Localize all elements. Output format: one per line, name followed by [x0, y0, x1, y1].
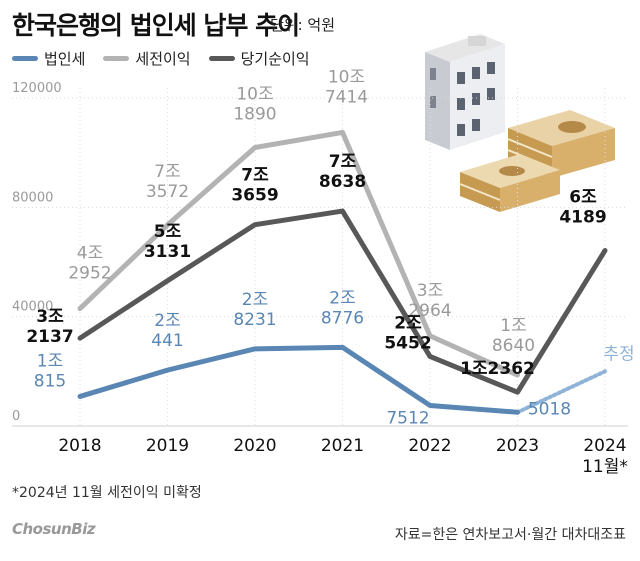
data-label-net: 5조 — [154, 222, 182, 242]
data-label-corp_tax: 2조 — [242, 290, 268, 310]
money-stack-illustration — [459, 110, 615, 212]
x-tick-label: 2024 — [583, 436, 626, 456]
data-label-corp_tax: 8231 — [233, 310, 276, 330]
data-label-net: 1조2362 — [460, 359, 535, 379]
data-label-net: 2137 — [26, 327, 73, 347]
x-tick-label: 2020 — [233, 436, 276, 456]
data-label-corp_tax: 441 — [151, 331, 183, 351]
data-label-corp_tax: 5018 — [528, 399, 571, 419]
data-label-net: 2조 — [394, 313, 422, 333]
y-tick-label: 80000 — [12, 190, 53, 205]
data-label-net: 3131 — [144, 242, 191, 262]
x-tick-label: 2018 — [58, 436, 101, 456]
y-tick-label: 0 — [12, 409, 20, 424]
data-label-pretax: 1890 — [233, 105, 276, 125]
data-label-net: 7조 — [329, 152, 357, 172]
series-line-corp_tax — [77, 344, 520, 415]
data-label-pretax: 8640 — [492, 336, 535, 356]
data-label-pretax: 7414 — [325, 87, 368, 107]
data-label-corp_tax: 1조 — [37, 351, 63, 371]
data-label-pretax: 10조 — [236, 85, 273, 105]
legend-item-corp-tax: 법인세 — [12, 48, 85, 69]
legend-item-pretax: 세전이익 — [103, 48, 191, 69]
building-illustration — [425, 34, 505, 150]
x-tick-label: 2023 — [496, 436, 539, 456]
data-label-corp_tax: 8776 — [321, 308, 364, 328]
data-label-pretax: 7조 — [154, 162, 180, 182]
x-tick-label: 2022 — [408, 436, 451, 456]
legend-swatch-corp-tax — [12, 56, 38, 61]
series-lines — [77, 129, 608, 415]
data-label-pretax: 3조 — [417, 281, 443, 301]
data-label-pretax: 1조 — [500, 316, 526, 336]
x-tick-sublabel: 11월* — [582, 457, 628, 477]
data-label-net: 7조 — [241, 166, 269, 186]
data-label-net: 4189 — [559, 208, 606, 228]
data-label-pretax: 3572 — [146, 182, 189, 202]
unit-label: 단위: 억원 — [270, 16, 336, 34]
data-label-pretax: 2964 — [408, 301, 451, 321]
data-label-corp_tax: 2조 — [154, 311, 180, 331]
series-line-pretax — [77, 129, 520, 378]
data-label-pretax: 10조 — [328, 67, 365, 87]
data-label-net: 3659 — [231, 186, 278, 206]
chart-title: 한국은행의 법인세 납부 추이 — [12, 11, 300, 40]
legend-label-corp-tax: 법인세 — [44, 50, 86, 68]
chosunbiz-logo: ChosunBiz — [12, 520, 96, 538]
data-label-net: 3조 — [36, 307, 64, 327]
data-label-net: 8638 — [319, 172, 366, 192]
data-label-corp_tax: 2조 — [329, 288, 355, 308]
legend-label-pretax: 세전이익 — [135, 50, 191, 68]
source-note: 자료=한은 연차보고서·월간 대차대조표 — [394, 527, 626, 543]
legend-swatch-net — [208, 56, 235, 61]
series-line-corp_tax-estimate — [515, 369, 607, 415]
data-label-corp_tax: 7512 — [386, 408, 429, 428]
data-label-corp_tax: 추정 — [603, 344, 634, 364]
x-tick-label: 2019 — [146, 436, 189, 456]
data-label-pretax: 4조 — [77, 244, 103, 264]
x-tick-label: 2021 — [321, 436, 364, 456]
series-line-net — [77, 208, 608, 395]
data-label-corp_tax: 815 — [34, 371, 66, 391]
data-label-net: 6조 — [569, 188, 597, 208]
data-label-pretax: 2952 — [68, 264, 111, 284]
y-axis: 120000 80000 40000 0 — [12, 81, 62, 424]
legend-label-net: 당기순이익 — [240, 50, 310, 68]
legend-swatch-pretax — [103, 56, 130, 61]
legend: 법인세 세전이익 당기순이익 — [12, 48, 310, 69]
footnote: *2024년 11월 세전이익 미확정 — [12, 485, 202, 501]
y-tick-label: 120000 — [12, 81, 62, 96]
data-label-net: 5452 — [384, 333, 431, 353]
y-tick-label: 40000 — [12, 300, 53, 315]
legend-item-net: 당기순이익 — [208, 48, 310, 69]
